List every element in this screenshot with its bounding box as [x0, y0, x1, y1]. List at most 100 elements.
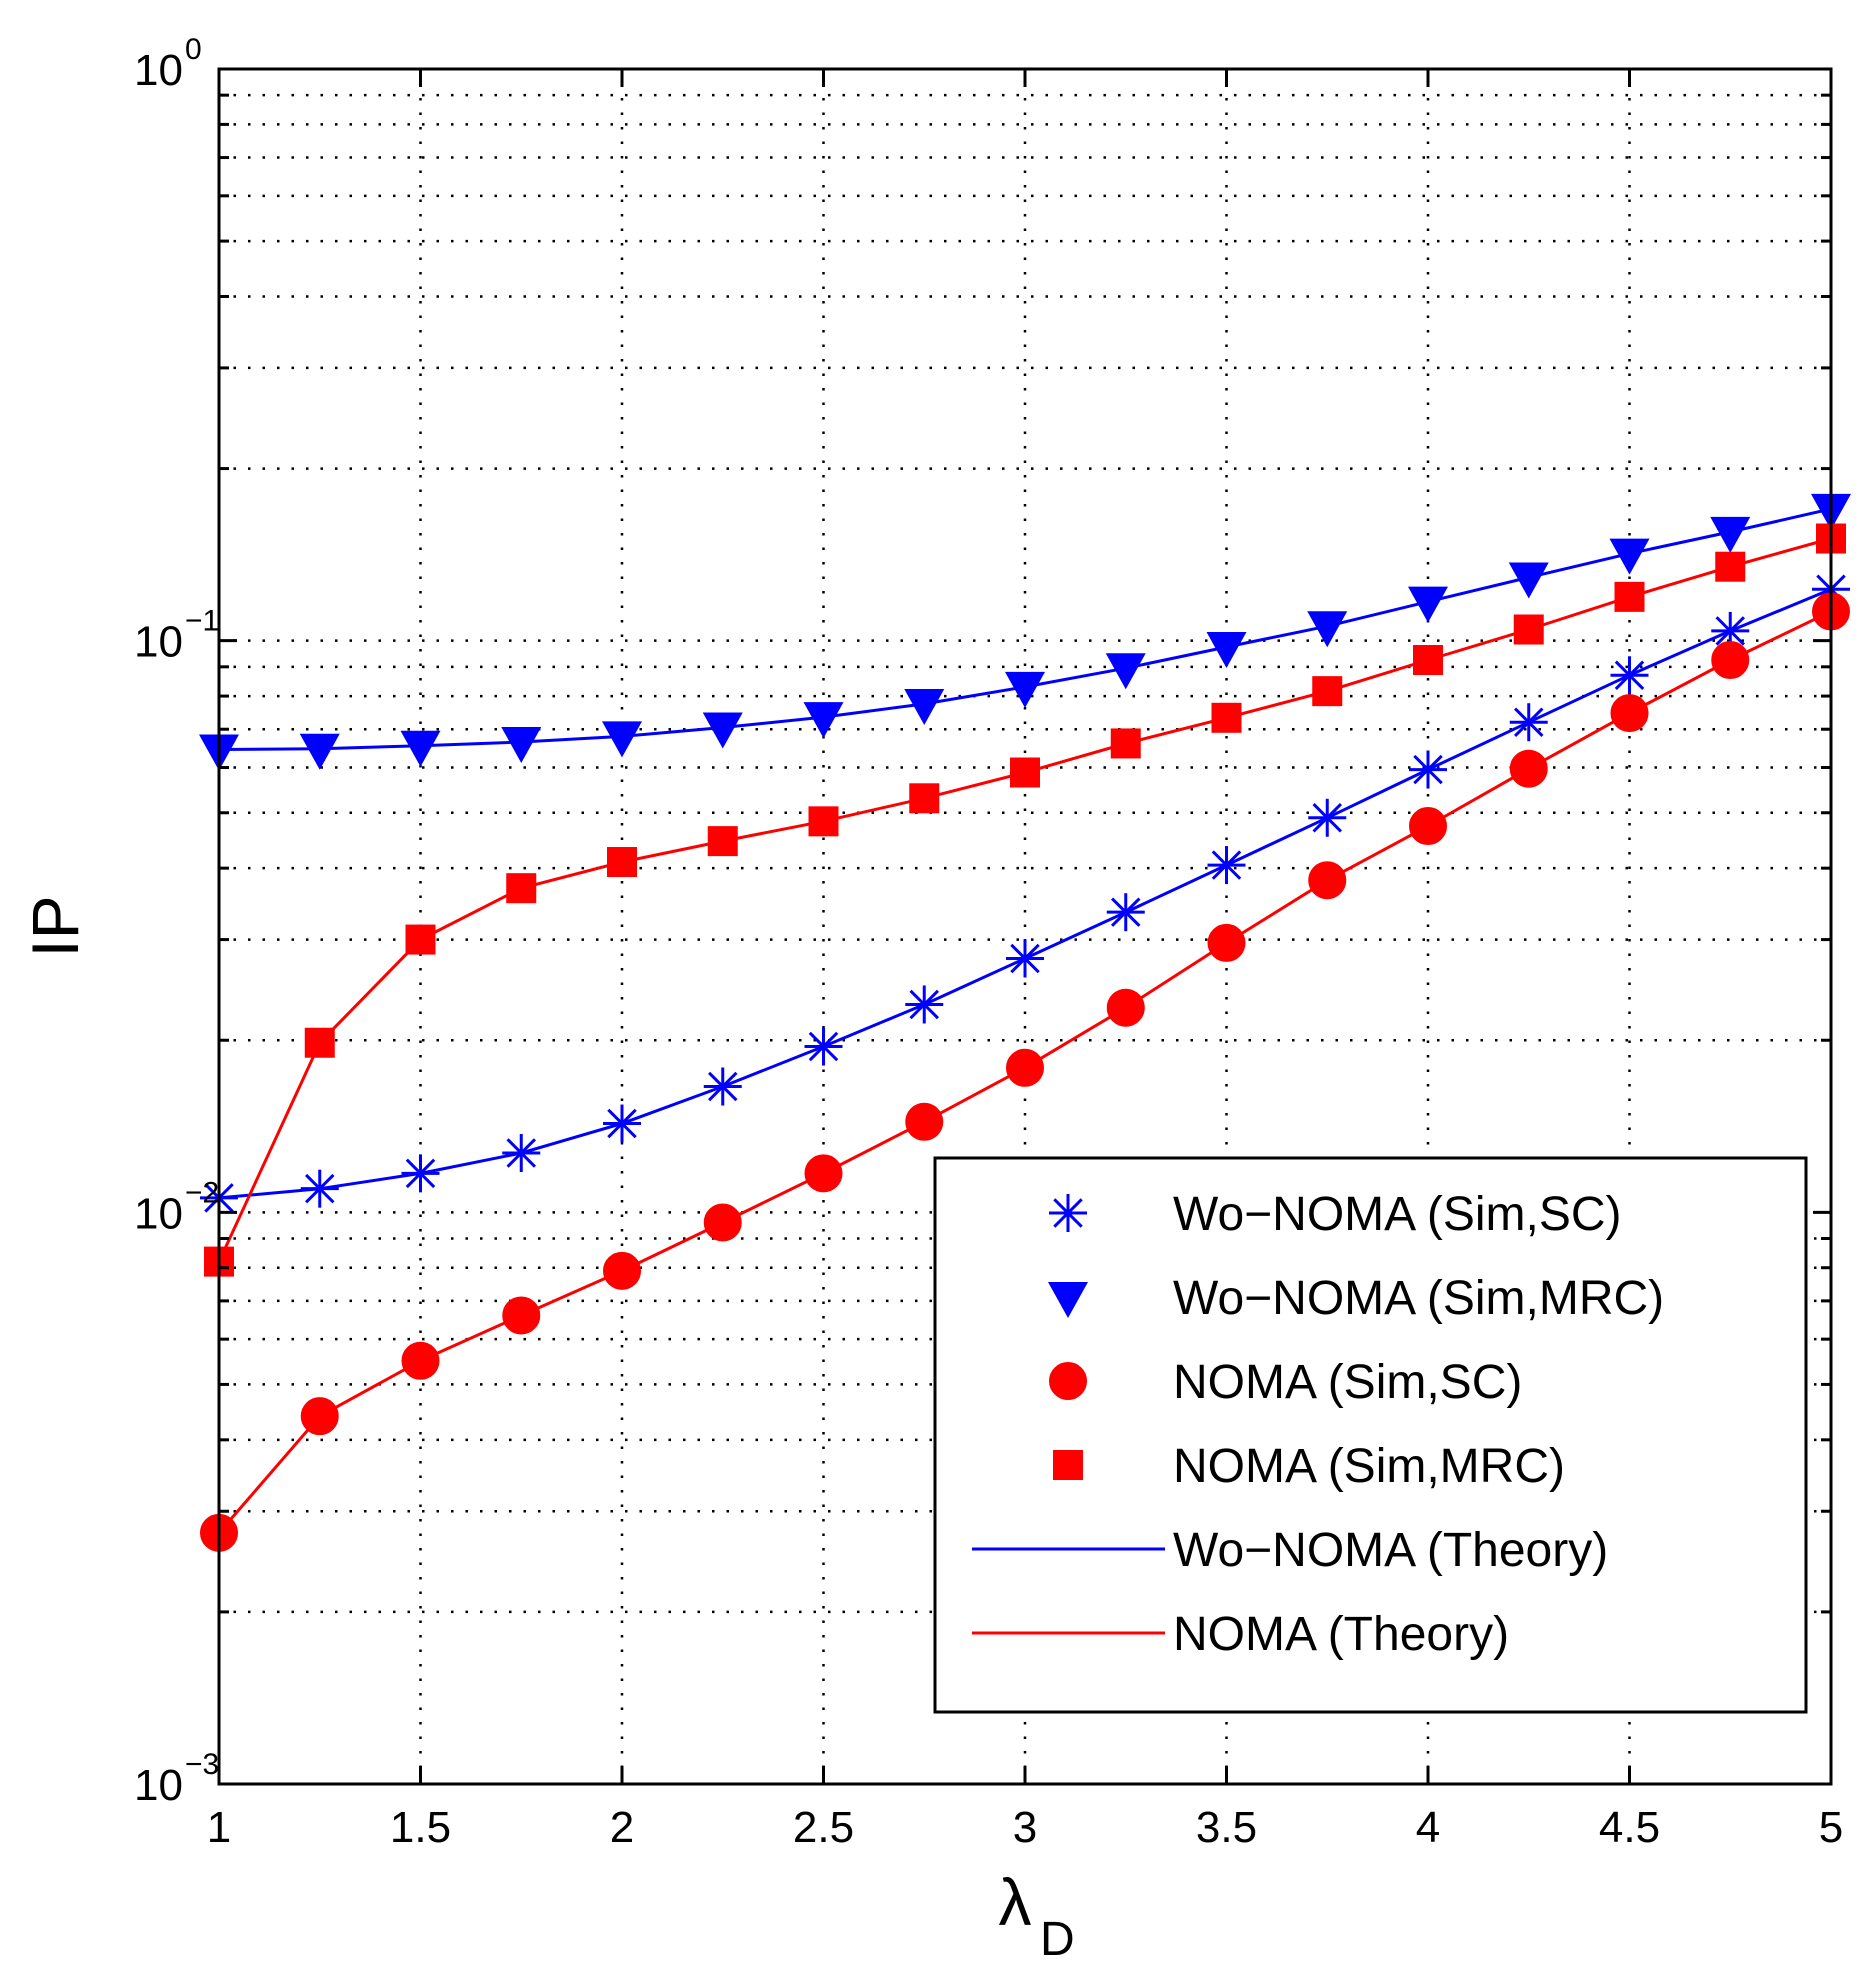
x-tick-label: 3.5	[1196, 1803, 1257, 1852]
square-marker	[1211, 702, 1242, 733]
data-point-series-1	[1610, 656, 1649, 695]
x-tick-label: 3	[1013, 1803, 1037, 1852]
legend-marker	[1049, 1362, 1087, 1400]
data-point-series-4	[707, 826, 738, 857]
triangle-down-marker	[1307, 611, 1348, 648]
square-marker	[405, 924, 436, 955]
square-marker	[707, 826, 738, 857]
y-tick-label: 10 −3	[134, 1748, 219, 1810]
data-point-series-4	[1715, 551, 1746, 582]
data-point-series-1	[1207, 846, 1246, 885]
y-tick-base: 10	[134, 618, 183, 667]
asterisk-stroke	[708, 1071, 738, 1102]
asterisk-stroke	[1715, 616, 1745, 646]
circle-marker	[1049, 1362, 1087, 1400]
y-tick-exponent: 0	[185, 33, 202, 66]
data-point-series-2	[1508, 562, 1549, 599]
circle-marker	[905, 1102, 944, 1141]
data-point-series-1	[804, 1027, 843, 1066]
circle-marker	[1509, 749, 1548, 788]
data-point-series-4	[506, 873, 537, 904]
axis-labels: λD IP	[18, 895, 1075, 1966]
data-point-series-1	[1509, 703, 1548, 742]
data-point-series-1	[603, 1104, 641, 1143]
triangle-down-marker	[1048, 1282, 1088, 1318]
triangle-down-marker	[501, 726, 542, 763]
data-point-series-2	[1609, 538, 1650, 575]
square-marker	[1513, 614, 1544, 645]
data-point-series-1	[401, 1154, 440, 1193]
y-axis-label: IP	[18, 895, 92, 957]
circle-marker	[300, 1397, 339, 1436]
x-axis-label: λ	[999, 1865, 1032, 1939]
triangle-down-marker	[400, 730, 441, 767]
triangle-down-marker	[299, 733, 340, 770]
triangle-down-marker	[803, 702, 844, 739]
legend-marker	[1053, 1450, 1083, 1480]
data-point-series-4	[607, 847, 637, 878]
asterisk-stroke	[405, 1158, 436, 1189]
data-point-series-3	[502, 1296, 541, 1335]
asterisk-stroke	[1614, 660, 1645, 690]
y-tick-base: 10	[134, 1761, 183, 1810]
legend-label: NOMA (Theory)	[1173, 1608, 1509, 1661]
data-point-series-3	[603, 1251, 641, 1290]
data-point-series-2	[702, 712, 743, 749]
data-point-series-1	[703, 1067, 742, 1106]
data-point-series-3	[401, 1341, 440, 1380]
data-point-series-4	[1110, 728, 1141, 759]
data-point-series-4	[304, 1027, 335, 1058]
data-point-series-4	[1312, 676, 1343, 707]
legend-label: NOMA (Sim,MRC)	[1173, 1440, 1565, 1493]
circle-marker	[1610, 694, 1649, 733]
circle-marker	[603, 1251, 641, 1290]
y-tick-label: 10 −1	[134, 605, 219, 667]
triangle-down-marker	[1105, 653, 1146, 690]
data-point-series-4	[1413, 645, 1443, 676]
data-point-series-2	[803, 702, 844, 739]
data-point-series-1	[1006, 939, 1044, 978]
data-point-series-4	[1211, 702, 1242, 733]
square-marker	[1312, 676, 1343, 707]
triangle-down-marker	[904, 688, 945, 725]
y-tick-exponent: −3	[185, 1748, 219, 1781]
triangle-down-marker	[1005, 671, 1045, 708]
x-tick-label: 1.5	[390, 1803, 451, 1852]
data-point-series-3	[1711, 641, 1750, 680]
circle-marker	[703, 1203, 742, 1242]
asterisk-stroke	[1053, 1198, 1083, 1228]
legend-label: Wo−NOMA (Theory)	[1173, 1524, 1608, 1577]
data-point-series-3	[703, 1203, 742, 1242]
square-marker	[304, 1027, 335, 1058]
asterisk-stroke	[1413, 754, 1443, 785]
y-tick-exponent: −1	[185, 605, 219, 638]
data-point-series-4	[1614, 581, 1645, 612]
square-marker	[1053, 1450, 1083, 1480]
circle-marker	[1006, 1048, 1044, 1087]
data-point-series-4	[808, 806, 839, 837]
x-tick-label: 4.5	[1599, 1803, 1660, 1852]
triangle-down-marker	[1710, 516, 1751, 553]
asterisk-stroke	[607, 1108, 637, 1139]
legend-label: Wo−NOMA (Sim,SC)	[1173, 1188, 1622, 1241]
y-tick-label: 10 −2	[134, 1176, 219, 1238]
data-point-series-2	[1105, 653, 1146, 690]
square-marker	[1614, 581, 1645, 612]
x-tick-label: 4	[1416, 1803, 1440, 1852]
asterisk-stroke	[506, 1138, 536, 1168]
x-axis-label-subscript: D	[1040, 1913, 1075, 1966]
simulation-markers	[199, 493, 1851, 1552]
legend-box	[933, 1156, 1808, 1714]
y-tick-exponent: −2	[185, 1176, 219, 1209]
triangle-down-marker	[1508, 562, 1549, 599]
x-tick-label: 5	[1819, 1803, 1843, 1852]
data-point-series-3	[1610, 694, 1649, 733]
asterisk-stroke	[1514, 707, 1544, 737]
circle-marker	[1409, 807, 1447, 846]
data-point-series-3	[1106, 988, 1145, 1027]
data-point-series-3	[1207, 923, 1246, 962]
data-point-series-2	[904, 688, 945, 725]
triangle-down-marker	[702, 712, 743, 749]
asterisk-stroke	[808, 1031, 839, 1062]
